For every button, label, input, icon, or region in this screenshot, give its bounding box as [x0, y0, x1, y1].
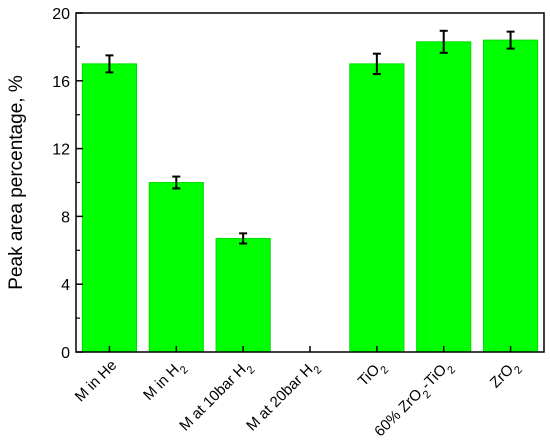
x-tick-label: M in He — [72, 357, 121, 406]
y-tick-label: 16 — [52, 74, 70, 91]
bar — [482, 39, 539, 353]
error-bar — [105, 54, 114, 74]
bar — [81, 63, 138, 353]
x-tick-label: TiO2 — [355, 357, 392, 394]
plot-frame — [75, 12, 545, 353]
y-tick-label: 0 — [61, 345, 70, 362]
y-tick-label: 20 — [52, 6, 70, 23]
y-tick-label: 12 — [52, 142, 70, 159]
x-axis: M in He M in H2M at 10bar H2M at 20bar H2… — [72, 346, 525, 440]
error-bar — [172, 175, 181, 190]
y-axis: 0 4 8 12 16 20 — [52, 6, 83, 362]
x-tick-label: M in H2 — [140, 357, 191, 408]
y-tick-label: 8 — [61, 209, 70, 226]
y-axis-title: Peak area percentage, % — [6, 75, 27, 290]
bar — [148, 182, 204, 353]
error-bar — [439, 29, 448, 54]
bars-layer — [81, 39, 539, 353]
bar — [215, 237, 271, 353]
error-bar — [506, 30, 515, 50]
bar — [349, 63, 405, 353]
error-bars-layer — [105, 29, 515, 245]
x-tick-label: M at 20bar H2 — [243, 357, 324, 438]
error-bar — [372, 52, 381, 76]
x-tick-label: ZrO2 — [487, 357, 525, 395]
bar — [416, 41, 472, 353]
error-bar — [239, 232, 248, 245]
y-tick-label: 4 — [61, 277, 70, 294]
